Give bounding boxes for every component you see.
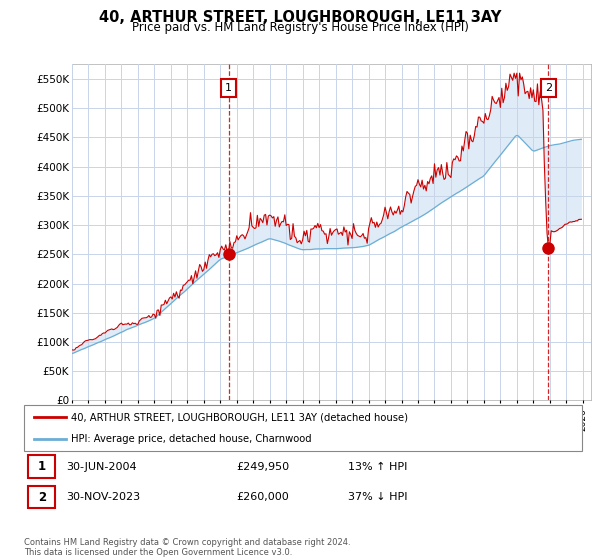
Text: 40, ARTHUR STREET, LOUGHBOROUGH, LE11 3AY (detached house): 40, ARTHUR STREET, LOUGHBOROUGH, LE11 3A… <box>71 412 409 422</box>
Text: 1: 1 <box>38 460 46 473</box>
FancyBboxPatch shape <box>24 405 582 451</box>
Text: 2: 2 <box>38 491 46 503</box>
FancyBboxPatch shape <box>28 486 55 508</box>
Text: 1: 1 <box>225 83 232 93</box>
Text: £260,000: £260,000 <box>236 492 289 502</box>
FancyBboxPatch shape <box>28 455 55 478</box>
Text: 40, ARTHUR STREET, LOUGHBOROUGH, LE11 3AY: 40, ARTHUR STREET, LOUGHBOROUGH, LE11 3A… <box>99 10 501 25</box>
Text: 30-JUN-2004: 30-JUN-2004 <box>66 461 136 472</box>
Text: Contains HM Land Registry data © Crown copyright and database right 2024.
This d: Contains HM Land Registry data © Crown c… <box>24 538 350 557</box>
Text: 13% ↑ HPI: 13% ↑ HPI <box>347 461 407 472</box>
Text: £249,950: £249,950 <box>236 461 289 472</box>
Text: 37% ↓ HPI: 37% ↓ HPI <box>347 492 407 502</box>
Text: 30-NOV-2023: 30-NOV-2023 <box>66 492 140 502</box>
Text: 2: 2 <box>545 83 552 93</box>
Text: Price paid vs. HM Land Registry's House Price Index (HPI): Price paid vs. HM Land Registry's House … <box>131 21 469 34</box>
Text: HPI: Average price, detached house, Charnwood: HPI: Average price, detached house, Char… <box>71 435 312 444</box>
